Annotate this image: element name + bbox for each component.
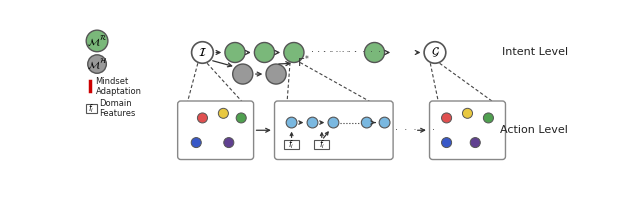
Text: $\mathcal{M}^\mathcal{H}$: $\mathcal{M}^\mathcal{H}$: [87, 57, 108, 71]
Circle shape: [197, 113, 207, 123]
Text: Action Level: Action Level: [500, 125, 568, 135]
FancyBboxPatch shape: [284, 140, 299, 149]
Circle shape: [463, 108, 472, 118]
Circle shape: [442, 113, 452, 123]
Circle shape: [224, 138, 234, 148]
FancyBboxPatch shape: [275, 101, 393, 160]
Circle shape: [364, 42, 385, 62]
FancyBboxPatch shape: [429, 101, 506, 160]
Circle shape: [307, 117, 318, 128]
Text: $f_i$: $f_i$: [319, 138, 325, 151]
Text: $f_i$: $f_i$: [88, 102, 94, 115]
Circle shape: [236, 113, 246, 123]
FancyBboxPatch shape: [86, 104, 97, 113]
Circle shape: [86, 30, 108, 52]
Circle shape: [284, 42, 304, 62]
Circle shape: [254, 42, 275, 62]
Text: Mindset
Adaptation: Mindset Adaptation: [95, 77, 141, 96]
Circle shape: [233, 64, 253, 84]
Circle shape: [362, 117, 372, 128]
Circle shape: [424, 42, 446, 63]
Circle shape: [218, 108, 228, 118]
Circle shape: [266, 64, 286, 84]
Circle shape: [225, 42, 245, 62]
Circle shape: [483, 113, 493, 123]
Circle shape: [470, 138, 480, 148]
Circle shape: [191, 42, 213, 63]
FancyBboxPatch shape: [314, 140, 329, 149]
Text: $f_i$: $f_i$: [289, 138, 294, 151]
Circle shape: [286, 117, 297, 128]
Text: ·  ·  ·  ·  ·: · · · · ·: [395, 125, 435, 135]
Text: Intent Level: Intent Level: [502, 47, 568, 57]
Circle shape: [328, 117, 339, 128]
Text: $\mathcal{I}$: $\mathcal{I}$: [198, 46, 207, 59]
Text: ·  ·  ·  ·  ·  ·  ·  ·: · · · · · · · ·: [323, 48, 380, 57]
Text: $\mathcal{M}^\mathcal{R}$: $\mathcal{M}^\mathcal{R}$: [87, 34, 107, 48]
Text: $\Gamma^*$: $\Gamma^*$: [297, 53, 310, 70]
Circle shape: [442, 138, 452, 148]
Circle shape: [191, 138, 202, 148]
Text: Domain
Features: Domain Features: [99, 99, 136, 118]
FancyBboxPatch shape: [178, 101, 253, 160]
Circle shape: [88, 55, 106, 73]
Text: · · · · · · · ·: · · · · · · · ·: [311, 47, 357, 57]
Text: $\mathcal{G}$: $\mathcal{G}$: [431, 46, 440, 59]
Circle shape: [379, 117, 390, 128]
